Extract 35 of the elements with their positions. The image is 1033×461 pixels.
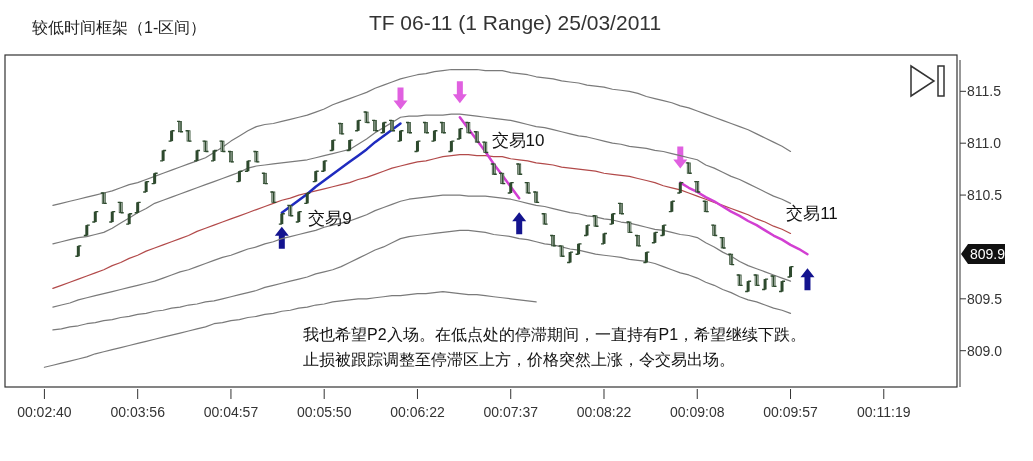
candlestick: [737, 274, 742, 287]
annotation: 止损被跟踪调整至停滞区上方，价格突然上涨，令交易出场。: [303, 351, 735, 368]
candlestick: [203, 140, 208, 153]
text: 809.9: [970, 246, 1006, 262]
y-tick-label: 810.5: [967, 187, 1003, 204]
candlestick: [542, 213, 547, 225]
x-tick-label: 00:07:37: [483, 404, 539, 420]
chart-subtitle: 较低时间框架（1-区间）: [32, 19, 207, 36]
candlestick: [593, 215, 598, 227]
x-tick-label: 00:11:19: [857, 404, 911, 420]
candlestick: [254, 150, 259, 163]
y-tick-label: 809.5: [967, 290, 1003, 307]
x-tick-label: 00:05:50: [296, 404, 352, 420]
annotation: 交易9: [308, 209, 352, 228]
x-tick-label: 00:02:40: [17, 404, 72, 420]
x-tick-label: 00:09:57: [763, 404, 818, 420]
x-tick-label: 00:08:22: [576, 404, 632, 420]
x-tick-label: 00:06:22: [390, 404, 445, 420]
candlestick: [364, 111, 369, 124]
annotation: 交易11: [786, 204, 838, 223]
annotation: 我也希望P2入场。在低点处的停滞期间，一直持有P1，希望继续下跌。: [303, 326, 807, 343]
x-tick-label: 00:09:08: [670, 404, 725, 420]
candlestick: [220, 140, 225, 153]
annotation: 交易10: [491, 131, 545, 150]
chart-title: TF 06-11 (1 Range) 25/03/2011: [368, 11, 662, 34]
candlestick: [559, 245, 564, 257]
candlestick: [627, 221, 632, 234]
y-tick-label: 809.0: [967, 342, 1003, 359]
candlestick: [186, 130, 191, 142]
y-tick-label: 811.5: [967, 83, 1002, 100]
candlestick: [754, 274, 759, 287]
x-tick-label: 00:03:56: [110, 404, 166, 420]
candlestick: [771, 275, 776, 288]
y-tick-label: 811.0: [967, 135, 1002, 152]
x-tick-label: 00:04:57: [203, 404, 259, 420]
